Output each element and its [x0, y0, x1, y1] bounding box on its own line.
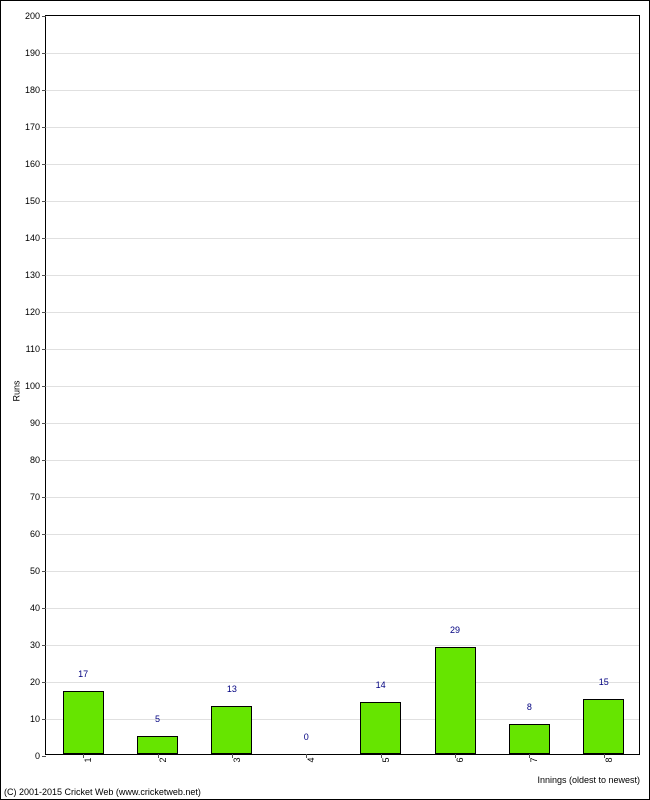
x-tick-label: 3 — [232, 757, 242, 762]
gridline — [46, 460, 639, 461]
y-tick-mark — [42, 497, 46, 498]
y-tick-mark — [42, 460, 46, 461]
y-tick-mark — [42, 275, 46, 276]
x-tick-label: 1 — [83, 757, 93, 762]
y-tick-mark — [42, 312, 46, 313]
x-tick-label: 6 — [455, 757, 465, 762]
y-tick-mark — [42, 608, 46, 609]
bar-value-label: 5 — [155, 714, 160, 724]
gridline — [46, 386, 639, 387]
x-axis-label: Innings (oldest to newest) — [537, 775, 640, 785]
y-tick-mark — [42, 719, 46, 720]
gridline — [46, 127, 639, 128]
bar — [63, 691, 104, 754]
gridline — [46, 423, 639, 424]
y-tick-mark — [42, 571, 46, 572]
y-tick-mark — [42, 682, 46, 683]
y-tick-mark — [42, 16, 46, 17]
y-tick-label: 200 — [25, 11, 40, 21]
y-tick-mark — [42, 164, 46, 165]
x-tick-mark — [381, 754, 382, 758]
gridline — [46, 571, 639, 572]
bar-value-label: 14 — [376, 680, 386, 690]
y-tick-mark — [42, 53, 46, 54]
gridline — [46, 238, 639, 239]
x-tick-label: 5 — [381, 757, 391, 762]
gridline — [46, 53, 639, 54]
gridline — [46, 645, 639, 646]
y-tick-label: 180 — [25, 85, 40, 95]
x-tick-label: 7 — [529, 757, 539, 762]
copyright-text: (C) 2001-2015 Cricket Web (www.cricketwe… — [4, 787, 201, 797]
y-tick-label: 80 — [30, 455, 40, 465]
y-tick-label: 100 — [25, 381, 40, 391]
y-tick-mark — [42, 127, 46, 128]
x-tick-label: 2 — [158, 757, 168, 762]
x-tick-mark — [455, 754, 456, 758]
gridline — [46, 349, 639, 350]
x-tick-mark — [604, 754, 605, 758]
y-tick-label: 10 — [30, 714, 40, 724]
gridline — [46, 90, 639, 91]
y-tick-label: 40 — [30, 603, 40, 613]
bar-value-label: 0 — [304, 732, 309, 742]
y-axis-label: Runs — [12, 380, 22, 401]
bar — [137, 736, 178, 755]
gridline — [46, 534, 639, 535]
y-tick-mark — [42, 201, 46, 202]
gridline — [46, 608, 639, 609]
y-tick-mark — [42, 645, 46, 646]
x-tick-label: 8 — [604, 757, 614, 762]
y-tick-label: 50 — [30, 566, 40, 576]
plot-area: Runs 01020304050607080901001101201301401… — [45, 15, 640, 755]
x-tick-mark — [158, 754, 159, 758]
y-tick-label: 160 — [25, 159, 40, 169]
bar-value-label: 15 — [599, 677, 609, 687]
y-tick-label: 90 — [30, 418, 40, 428]
bar — [211, 706, 252, 754]
x-tick-mark — [529, 754, 530, 758]
y-tick-label: 190 — [25, 48, 40, 58]
gridline — [46, 719, 639, 720]
y-tick-label: 120 — [25, 307, 40, 317]
bar — [360, 702, 401, 754]
bar — [509, 724, 550, 754]
y-tick-label: 150 — [25, 196, 40, 206]
x-tick-mark — [232, 754, 233, 758]
x-tick-mark — [83, 754, 84, 758]
gridline — [46, 164, 639, 165]
y-tick-label: 110 — [26, 344, 40, 354]
y-tick-label: 140 — [25, 233, 40, 243]
gridline — [46, 312, 639, 313]
y-tick-mark — [42, 423, 46, 424]
y-tick-label: 30 — [30, 640, 40, 650]
y-tick-label: 130 — [25, 270, 40, 280]
x-tick-label: 4 — [306, 757, 316, 762]
y-tick-mark — [42, 90, 46, 91]
gridline — [46, 682, 639, 683]
page: Runs 01020304050607080901001101201301401… — [0, 0, 650, 800]
y-tick-mark — [42, 349, 46, 350]
y-tick-mark — [42, 386, 46, 387]
gridline — [46, 201, 639, 202]
y-tick-mark — [42, 756, 46, 757]
gridline — [46, 497, 639, 498]
bar-value-label: 29 — [450, 625, 460, 635]
bar — [435, 647, 476, 754]
bar — [583, 699, 624, 755]
bar-value-label: 17 — [78, 669, 88, 679]
y-tick-label: 0 — [35, 751, 40, 761]
gridline — [46, 275, 639, 276]
y-tick-mark — [42, 534, 46, 535]
y-tick-mark — [42, 238, 46, 239]
bar-value-label: 8 — [527, 702, 532, 712]
y-tick-label: 20 — [30, 677, 40, 687]
y-tick-label: 170 — [25, 122, 40, 132]
bar-value-label: 13 — [227, 684, 237, 694]
y-tick-label: 70 — [30, 492, 40, 502]
y-tick-label: 60 — [30, 529, 40, 539]
x-tick-mark — [306, 754, 307, 758]
